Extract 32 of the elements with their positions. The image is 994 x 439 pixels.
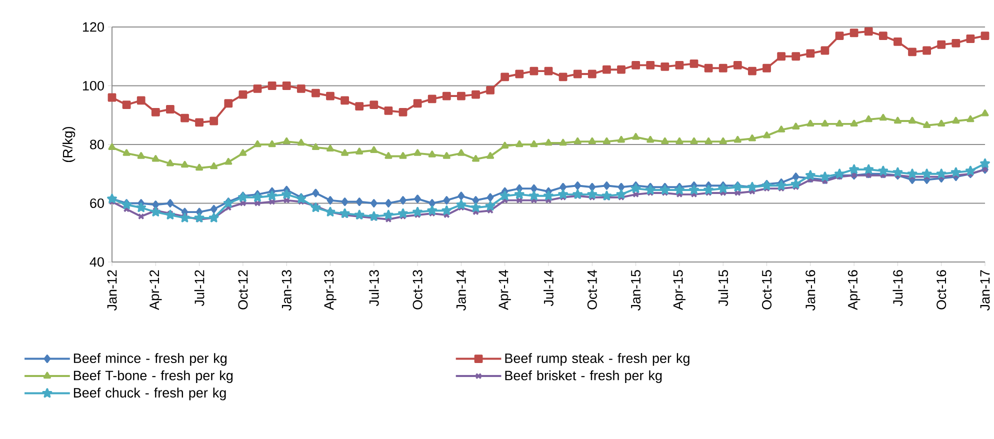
x-tick-label: Oct-14	[587, 270, 597, 310]
x-tick-label: Jul-15	[718, 270, 728, 306]
x-tick-label: Jan-13	[282, 270, 292, 311]
x-tick-label: Oct-12	[238, 270, 248, 310]
x-tick-label: Oct-15	[762, 270, 772, 310]
legend-label: Beef brisket - fresh per kg	[505, 370, 662, 383]
x-tick-label: Jul-12	[194, 270, 204, 306]
x-tick-label: Apr-15	[673, 270, 686, 310]
x-tick-label: Oct-13	[412, 270, 422, 310]
y-axis-title: (R/kg)	[62, 126, 76, 162]
x-tick-label: Jan-14	[456, 270, 466, 311]
y-tick-label: 120	[82, 22, 104, 32]
x-tick-label: Jul-14	[544, 270, 554, 306]
legend-label: Beef rump steak - fresh per kg	[505, 353, 690, 366]
y-tick-label: 100	[82, 80, 104, 91]
y-tick-label: 40	[90, 257, 104, 267]
x-tick-label: Jan-17	[980, 270, 990, 311]
x-tick-label: Jan-15	[631, 270, 641, 311]
y-tick-label: 60	[90, 198, 104, 208]
y-tick-label: 80	[90, 140, 104, 150]
legend-label: Beef mince - fresh per kg	[74, 353, 227, 366]
x-tick-label: Apr-13	[324, 270, 336, 310]
x-tick-label: Apr-12	[150, 270, 162, 310]
x-tick-label: Oct-16	[936, 270, 946, 310]
legend-label: Beef T-bone - fresh per kg	[74, 370, 233, 383]
x-tick-label: Jan-12	[107, 270, 117, 311]
x-tick-label: Jul-16	[892, 270, 903, 306]
x-tick-label: Jan-16	[806, 270, 816, 311]
x-tick-label: Apr-14	[498, 270, 511, 310]
x-tick-label: Jul-13	[368, 270, 379, 306]
x-tick-label: Apr-16	[848, 270, 860, 310]
legend-label: Beef chuck - fresh per kg	[74, 388, 226, 400]
